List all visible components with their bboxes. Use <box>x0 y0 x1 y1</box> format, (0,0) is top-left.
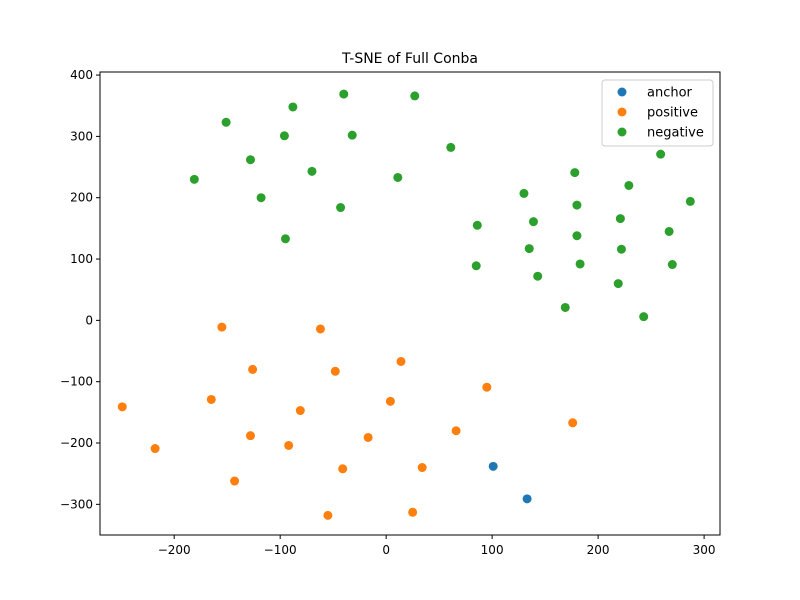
negative-point <box>667 260 677 270</box>
anchor-point <box>488 461 498 471</box>
negative-point <box>280 234 290 244</box>
negative-point <box>279 131 289 141</box>
negative-point <box>307 166 317 176</box>
positive-point <box>117 402 127 412</box>
negative-point <box>446 142 456 152</box>
y-tick-label: 100 <box>70 252 93 266</box>
positive-point <box>482 382 492 392</box>
positive-point <box>248 364 258 374</box>
negative-point <box>336 203 346 213</box>
negative-point <box>572 200 582 210</box>
x-tick-label: 0 <box>382 543 390 557</box>
positive-point <box>408 507 418 517</box>
chart-title: T-SNE of Full Conba <box>341 51 478 67</box>
x-tick-label: 300 <box>693 543 716 557</box>
negative-point <box>616 244 626 254</box>
negative-point <box>685 196 695 206</box>
negative-point <box>656 149 666 159</box>
negative-point <box>664 226 674 236</box>
legend-label-negative: negative <box>647 126 704 141</box>
negative-point <box>624 180 634 190</box>
x-tick-label: 200 <box>587 543 610 557</box>
positive-point <box>295 406 305 416</box>
negative-point <box>471 261 481 271</box>
positive-point <box>230 476 240 486</box>
negative-point <box>393 172 403 182</box>
negative-point <box>410 91 420 101</box>
positive-point <box>284 440 294 450</box>
anchor-point <box>522 494 532 504</box>
y-tick-label: 200 <box>70 191 93 205</box>
legend-marker-negative <box>617 127 627 137</box>
legend-box <box>601 79 714 147</box>
negative-point <box>570 168 580 178</box>
legend-label-positive: positive <box>647 106 698 121</box>
y-tick-label: −200 <box>60 436 93 450</box>
negative-point <box>339 89 349 99</box>
negative-point <box>288 102 298 112</box>
negative-point <box>472 220 482 230</box>
x-tick-label: 100 <box>481 543 504 557</box>
positive-point <box>245 431 255 441</box>
positive-point <box>206 394 216 404</box>
plot-area-frame <box>99 71 721 536</box>
negative-point <box>245 155 255 165</box>
positive-point <box>150 444 160 454</box>
x-tick-label: −100 <box>264 543 297 557</box>
positive-point <box>568 418 578 428</box>
x-axis: −200 −100 0 100 200 300 <box>158 535 716 557</box>
negative-point <box>528 217 538 227</box>
negative-point <box>575 259 585 269</box>
negative-point <box>639 312 649 322</box>
positive-point <box>217 322 227 332</box>
positive-point <box>315 324 325 334</box>
negative-point <box>524 244 534 254</box>
points-layer <box>117 89 695 520</box>
positive-point <box>363 432 373 442</box>
y-tick-label: 0 <box>85 313 93 327</box>
positive-point <box>417 463 427 473</box>
y-axis: −300 −200 −100 0 100 200 300 400 <box>60 68 100 511</box>
legend-marker-positive <box>617 107 627 117</box>
y-tick-label: −100 <box>60 375 93 389</box>
positive-point <box>385 396 395 406</box>
negative-point <box>613 279 623 289</box>
negative-point <box>572 231 582 241</box>
y-tick-label: 400 <box>70 68 93 82</box>
legend: anchor positive negative <box>601 79 714 147</box>
negative-point <box>256 193 266 203</box>
positive-point <box>396 356 406 366</box>
negative-point <box>519 188 529 198</box>
x-tick-label: −200 <box>158 543 191 557</box>
y-tick-label: −300 <box>60 497 93 511</box>
legend-label-anchor: anchor <box>647 86 693 101</box>
negative-point <box>189 174 199 184</box>
positive-point <box>451 426 461 436</box>
y-tick-label: 300 <box>70 129 93 143</box>
positive-point <box>330 366 340 376</box>
positive-point <box>338 464 348 474</box>
negative-point <box>560 302 570 312</box>
negative-point <box>533 271 543 281</box>
negative-point <box>221 117 231 127</box>
negative-point <box>615 214 625 224</box>
positive-point <box>323 510 333 520</box>
legend-marker-anchor <box>617 87 627 97</box>
negative-point <box>347 130 357 140</box>
